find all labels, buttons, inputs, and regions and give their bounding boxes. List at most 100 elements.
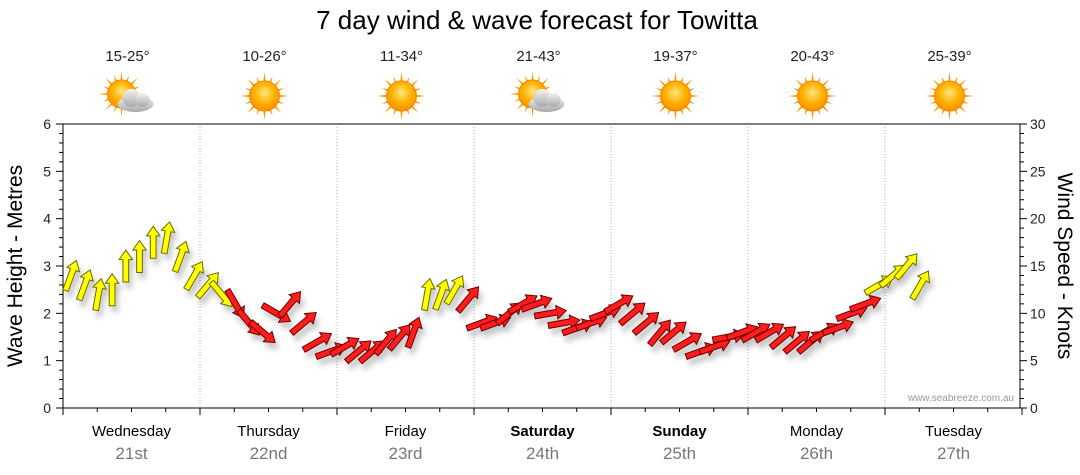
y-right-tick-label: 20 [1030,211,1046,227]
wind-arrow [768,326,797,351]
day-name-label: Wednesday [92,423,171,440]
wind-arrow [603,294,634,316]
sun-ray [240,94,251,98]
plot-area: 0 1 2 3 4 5 6 0 5 10 15 20 25 30 www.seabreeze.com.a… [43,116,1046,416]
daily-forecast-row: 15-25° 10-26° 11-34° 21-43° 19-37° 20-43° 25-3… [98,48,974,120]
sun-icon [377,72,426,120]
wind-arrow [104,272,120,307]
wind-arrow [740,322,771,344]
wind-arrow [821,318,855,337]
plot-frame [62,123,1021,409]
y-right-tick-label: 25 [1030,163,1046,179]
day-date-label: 25th [663,444,696,463]
partly-cloudy-icon [509,71,565,117]
sun-icon [925,72,974,120]
wind-arrow [372,328,397,357]
wind-arrow [420,277,436,312]
sun-disc [249,80,280,112]
sun-ray [795,104,804,113]
wind-arrow [62,259,81,293]
wind-arrow [671,332,703,353]
wind-arrow [194,271,219,300]
y-left-tick-label: 6 [43,116,51,132]
wind-arrow [329,336,360,358]
sun-ray [516,102,525,111]
wind-arrows [62,220,931,365]
sun-ray [384,79,393,88]
wind-arrow [386,324,411,352]
sun-ray [247,79,256,88]
wind-arrow [646,319,671,348]
sun-ray [674,109,677,120]
watermark: www.seabreeze.com.au [907,393,1014,404]
wind-arrow [455,286,480,314]
sun-rays [788,72,837,120]
day-name-label: Thursday [237,423,300,440]
cloud-shape [117,89,154,112]
wind-arrow [893,253,918,281]
day-date-label: 22nd [250,444,288,463]
left-axis: 0 1 2 3 4 5 6 [43,116,63,416]
sun-icon [788,72,837,120]
sun-ray [651,94,662,98]
wind-arrow [171,240,190,274]
sun-ray [932,104,941,113]
wind-arrow [277,290,302,319]
y-left-tick-label: 1 [43,353,51,369]
wind-arrow [160,220,176,255]
wind-arrow [443,275,465,306]
wind-arrow [289,311,317,336]
y-left-tick-label: 5 [43,163,51,179]
temperature-range: 21-43° [516,48,560,65]
y-axis-left-label: Wave Height - Metres [4,165,27,367]
sun-ray [278,94,289,98]
sun-ray [826,94,837,98]
sun-ray [263,72,266,83]
wind-arrow [533,304,568,320]
y-right-tick-label: 10 [1030,305,1046,321]
wind-arrow [520,294,553,313]
day-date-label: 24th [526,444,559,463]
day-name-label: Saturday [510,423,575,440]
sun-ray [948,72,951,83]
day-date-label: 27th [937,444,970,463]
sun-ray [788,94,799,98]
wind-arrow [75,269,94,302]
sun-ray [509,92,520,96]
wind-arrow [91,277,107,312]
sun-ray [384,104,393,113]
y-axis-right-label: Wind Speed - Knots [1053,173,1076,360]
sun-ray [98,92,109,96]
sun-disc [386,80,417,112]
sun-ray [811,109,814,120]
sun-ray [821,79,830,88]
day-date-label: 26th [800,444,833,463]
sun-icon [651,72,700,120]
temperature-range: 11-34° [380,48,423,65]
temperature-range: 25-39° [927,48,971,65]
y-right-tick-label: 0 [1030,400,1038,416]
wind-arrow [909,270,931,301]
wind-arrow [848,294,882,313]
sun-disc [660,80,691,112]
wind-arrow [617,302,646,327]
sun-ray [658,79,667,88]
wind-arrow [183,260,204,292]
y-left-tick-label: 3 [43,258,51,274]
wind-arrow [753,322,785,344]
day-name-label: Sunday [652,423,707,440]
sun-ray [120,71,123,82]
sun-ray [273,79,282,88]
sun-ray [674,72,677,83]
wind-arrow [131,239,148,273]
sun-ray [958,104,967,113]
sun-ray [129,77,138,86]
y-right-tick-label: 30 [1030,116,1046,132]
wind-arrow [301,332,333,353]
sun-ray [105,102,114,111]
wind-arrow [247,319,276,344]
sun-icon [240,72,289,120]
sun-ray [932,79,941,88]
temperature-range: 10-26° [242,48,286,65]
